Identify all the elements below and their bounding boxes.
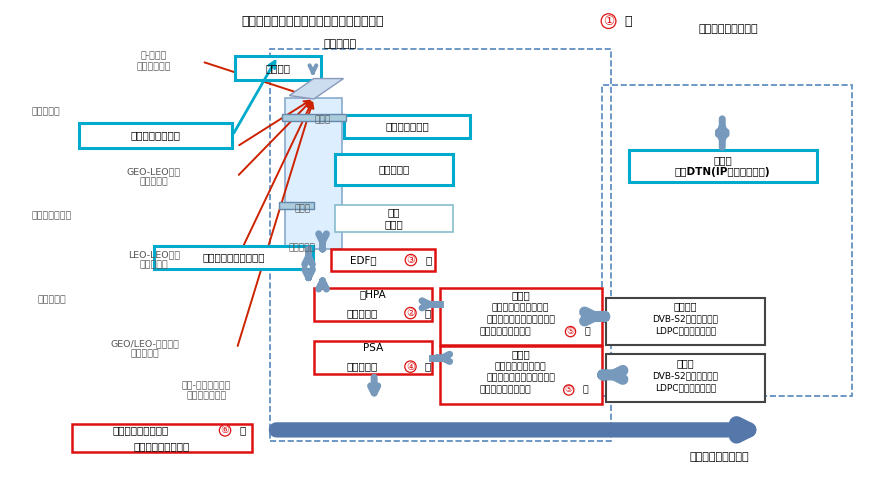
Text: 高感度化（: 高感度化（ bbox=[347, 362, 378, 372]
Text: PSA: PSA bbox=[363, 343, 383, 353]
Text: 補償光学: 補償光学 bbox=[265, 63, 291, 73]
Text: ミラー: ミラー bbox=[314, 116, 330, 124]
Text: 波長多重化（光コム）: 波長多重化（光コム） bbox=[492, 304, 549, 313]
Text: デジタルコヒーレント受信: デジタルコヒーレント受信 bbox=[486, 374, 555, 383]
Text: 月面ネットワーク検討: 月面ネットワーク検討 bbox=[202, 253, 265, 263]
Bar bbox=[285, 98, 342, 249]
Text: ④: ④ bbox=[406, 362, 415, 372]
Text: ③: ③ bbox=[406, 255, 415, 265]
Text: 光HPA: 光HPA bbox=[359, 289, 386, 300]
Bar bbox=[629, 150, 816, 182]
Text: ）: ） bbox=[239, 426, 245, 435]
Text: DVB-S2準拠（商用）: DVB-S2準拠（商用） bbox=[653, 314, 718, 324]
Text: LDPC符号（月惑星）: LDPC符号（月惑星） bbox=[655, 326, 716, 335]
Text: DVB-S2準拠（商用）: DVB-S2準拠（商用） bbox=[653, 371, 718, 380]
Text: GEO/LEO-地上間光
データ伝送: GEO/LEO-地上間光 データ伝送 bbox=[110, 339, 180, 358]
Text: 雲回避、局分散配置: 雲回避、局分散配置 bbox=[134, 441, 190, 451]
Text: ）: ） bbox=[425, 255, 432, 265]
Bar bbox=[80, 123, 232, 148]
Polygon shape bbox=[279, 202, 314, 209]
Bar bbox=[314, 288, 432, 321]
Text: 符号化部: 符号化部 bbox=[674, 301, 697, 311]
Text: 変調部: 変調部 bbox=[512, 290, 530, 301]
Text: 月面-月軌道衛星間
光通信概念検討: 月面-月軌道衛星間 光通信概念検討 bbox=[181, 381, 231, 401]
Bar bbox=[314, 341, 432, 374]
Text: 静止中継衛星等: 静止中継衛星等 bbox=[32, 211, 72, 220]
Text: 復号部: 復号部 bbox=[676, 358, 695, 368]
Text: 観測衛星等: 観測衛星等 bbox=[37, 295, 66, 305]
Bar bbox=[440, 288, 602, 345]
Text: GEO-LEO間光
データ中継: GEO-LEO間光 データ中継 bbox=[127, 167, 180, 186]
Text: LEO-LEO間光
データ中継: LEO-LEO間光 データ中継 bbox=[128, 250, 180, 269]
Text: EDF（: EDF（ bbox=[350, 255, 377, 265]
Text: デジタルコヒーレント送信: デジタルコヒーレント送信 bbox=[486, 315, 555, 325]
Text: ミラー: ミラー bbox=[294, 204, 310, 213]
Bar bbox=[331, 249, 434, 271]
Bar bbox=[440, 346, 602, 404]
Text: 青枠：月惑星探査衛星向け通信要素技術（: 青枠：月惑星探査衛星向け通信要素技術（ bbox=[241, 15, 384, 28]
Text: ＜物理層＞: ＜物理層＞ bbox=[323, 39, 357, 48]
Bar bbox=[603, 85, 851, 396]
Text: バースト送信技術（: バースト送信技術（ bbox=[479, 327, 531, 336]
Text: 光学機構系: 光学機構系 bbox=[289, 244, 316, 252]
Bar bbox=[335, 155, 453, 184]
Text: 光アンテナ: 光アンテナ bbox=[378, 164, 409, 175]
Bar bbox=[270, 49, 611, 441]
Text: ⑤: ⑤ bbox=[565, 386, 573, 394]
Text: 月惑星探査: 月惑星探査 bbox=[32, 107, 60, 116]
Text: ）: ） bbox=[625, 15, 632, 28]
Bar bbox=[606, 298, 765, 345]
Bar bbox=[606, 354, 765, 402]
Bar bbox=[343, 115, 470, 138]
Text: 光地上局運用技術（: 光地上局運用技術（ bbox=[112, 426, 168, 435]
Text: バースト受信技術（: バースト受信技術（ bbox=[479, 386, 531, 394]
Text: 月-地球間
光データ伝送: 月-地球間 光データ伝送 bbox=[137, 52, 171, 71]
Text: 高出力化（: 高出力化（ bbox=[347, 308, 378, 318]
Text: ）: ） bbox=[584, 327, 590, 336]
Bar bbox=[335, 205, 453, 232]
Text: 遠距離大容量通信: 遠距離大容量通信 bbox=[131, 130, 181, 141]
Polygon shape bbox=[282, 114, 346, 122]
Text: 復調部: 復調部 bbox=[512, 349, 530, 359]
Bar bbox=[73, 424, 251, 452]
Text: LDPC符号（月惑星）: LDPC符号（月惑星） bbox=[655, 383, 716, 392]
Text: ）: ） bbox=[425, 308, 431, 318]
Text: 内部
光学系: 内部 光学系 bbox=[385, 208, 403, 229]
Bar bbox=[235, 56, 321, 80]
Text: ）: ） bbox=[583, 386, 589, 394]
Text: ②: ② bbox=[406, 308, 415, 318]
Text: 遠距離捕捉技術: 遠距離捕捉技術 bbox=[385, 121, 429, 131]
Text: 中継部
高速DTN(IPネットワーク): 中継部 高速DTN(IPネットワーク) bbox=[675, 155, 771, 177]
Text: ＜データリンク層＞: ＜データリンク層＞ bbox=[689, 452, 750, 462]
Text: ①: ① bbox=[603, 15, 614, 28]
Text: ）: ） bbox=[425, 362, 431, 372]
Text: 波長多重化（受信）: 波長多重化（受信） bbox=[495, 362, 547, 371]
Text: ＜ネットワーク層＞: ＜ネットワーク層＞ bbox=[698, 24, 759, 34]
Text: ⑤: ⑤ bbox=[567, 327, 575, 336]
Polygon shape bbox=[289, 79, 343, 99]
Bar bbox=[154, 246, 313, 269]
Text: ⑥: ⑥ bbox=[221, 426, 230, 435]
